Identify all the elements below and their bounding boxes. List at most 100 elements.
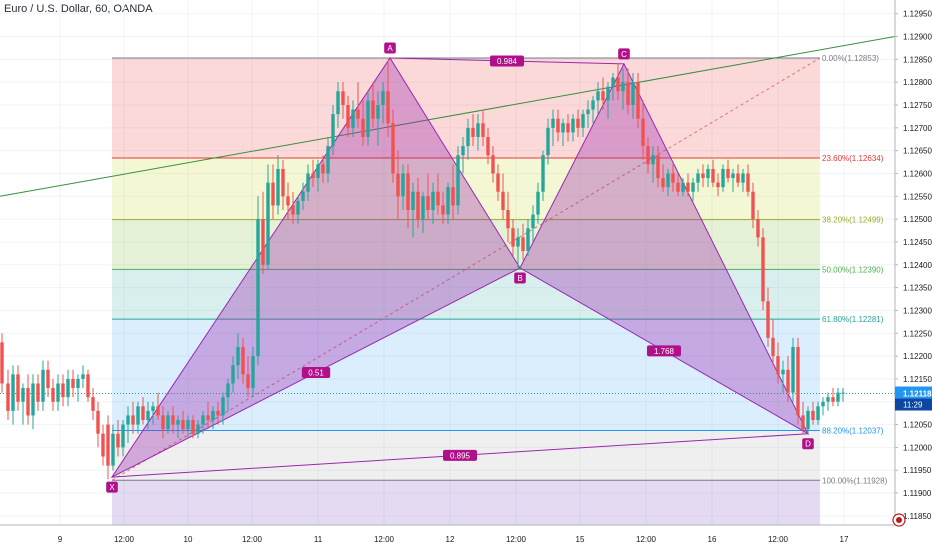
candle-body <box>381 91 385 105</box>
candle-body <box>831 397 835 402</box>
ratio-label-xb: 0.51 <box>308 369 324 378</box>
candle-body <box>21 388 25 402</box>
candle-body <box>776 356 780 375</box>
candle <box>441 191 445 224</box>
candle <box>311 159 315 188</box>
ratio-label-xd: 0.895 <box>450 451 471 460</box>
candle-body <box>6 383 10 411</box>
candle-body <box>31 383 35 416</box>
candle-body <box>786 369 790 393</box>
candle-body <box>796 346 800 416</box>
candle-body <box>731 173 735 179</box>
candle <box>641 100 645 160</box>
candle <box>796 337 800 425</box>
candle-body <box>761 237 765 302</box>
candle <box>476 114 480 151</box>
candle-body <box>291 205 295 215</box>
candle <box>701 164 705 188</box>
candle <box>816 401 820 425</box>
price-axis[interactable]: 1.12950 1.12900 1.12850 1.12800 1.12750 1.127… <box>894 0 932 550</box>
candle <box>451 164 455 220</box>
candle-body <box>146 410 150 420</box>
candle-body <box>76 378 80 389</box>
candle <box>726 159 730 183</box>
candle-body <box>446 187 450 215</box>
candle <box>86 369 90 402</box>
candle <box>121 420 125 457</box>
candle-body <box>71 378 75 389</box>
ratio-label-xb-bg <box>301 367 331 379</box>
fib-label: 38.20%(1.12499) <box>822 216 884 225</box>
last-price-bg <box>895 386 932 399</box>
candle <box>536 182 540 224</box>
ratio-label-ac-bg <box>490 55 524 67</box>
candle-body <box>501 191 505 210</box>
fib-band <box>112 319 820 431</box>
price-axis-bg <box>895 0 932 550</box>
candle-body <box>46 369 50 389</box>
candle <box>406 164 410 229</box>
fib-label: 0.00%(1.12853) <box>822 54 879 63</box>
trendline <box>0 36 896 197</box>
candle-body <box>96 410 100 434</box>
candle-body <box>806 410 810 430</box>
candle-body <box>111 433 115 466</box>
point-label-a-bg <box>384 42 396 54</box>
candle <box>776 342 780 384</box>
time-axis[interactable]: 9 12:00 10 12:00 11 12:00 12 12:00 15 12:00 16 12:0… <box>0 524 932 550</box>
candle <box>421 191 425 233</box>
candles <box>0 59 845 480</box>
scroll-icon[interactable] <box>892 513 906 527</box>
ratio-label-xd-bg <box>443 449 477 461</box>
point-label-d: D <box>805 440 811 449</box>
candle <box>0 333 4 393</box>
trendlines <box>0 36 896 395</box>
candle <box>356 82 360 128</box>
candle <box>431 182 435 224</box>
candle <box>266 164 270 270</box>
candle-body <box>461 146 465 156</box>
candle <box>831 388 835 407</box>
candle <box>426 173 430 220</box>
price-tick-label: 1.12400 <box>903 261 932 270</box>
candle <box>566 114 570 142</box>
candle-body <box>201 415 205 425</box>
candle <box>391 109 395 183</box>
candle-body <box>491 155 495 174</box>
candle <box>661 164 665 192</box>
candle <box>636 73 640 128</box>
candle-body <box>106 424 110 466</box>
candle-body <box>691 182 695 192</box>
candle <box>531 205 535 242</box>
candle-body <box>351 109 355 128</box>
candle-body <box>506 210 510 229</box>
candle-body <box>736 173 740 183</box>
price-tick-label: 1.12050 <box>903 421 932 430</box>
candle-body <box>686 182 690 192</box>
candle-body <box>466 127 470 147</box>
candle-body <box>166 415 170 430</box>
candle <box>136 401 140 434</box>
candle-body <box>826 397 830 402</box>
candle-body <box>661 178 665 188</box>
candle-body <box>426 196 430 210</box>
candle <box>386 59 390 137</box>
candle-body <box>621 82 625 92</box>
candle-body <box>701 173 705 179</box>
candle <box>221 392 225 425</box>
candle <box>516 228 520 270</box>
candle <box>16 365 20 411</box>
candle <box>271 164 275 220</box>
candle-body <box>656 155 660 179</box>
candle <box>196 420 200 439</box>
candle <box>101 424 105 466</box>
candle-body <box>436 191 440 206</box>
candle-body <box>16 374 20 402</box>
candle-body <box>751 191 755 220</box>
candle <box>721 164 725 192</box>
candle <box>546 118 550 165</box>
price-tick-label: 1.12550 <box>903 192 932 201</box>
candle <box>651 146 655 183</box>
candle-body <box>136 406 140 425</box>
